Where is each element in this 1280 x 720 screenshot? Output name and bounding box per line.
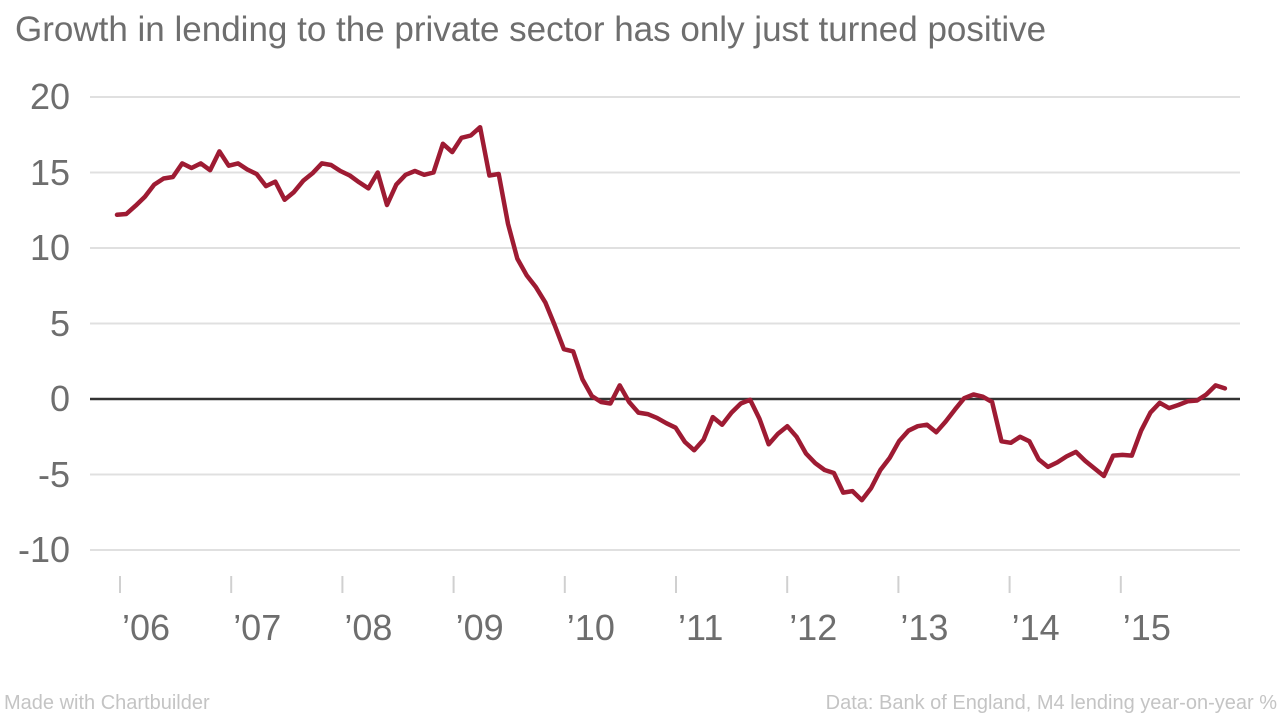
x-tick-label: ’14 — [1011, 607, 1060, 648]
chart-title: Growth in lending to the private sector … — [15, 10, 1047, 49]
x-tick-label: ’15 — [1122, 607, 1171, 648]
chart-footer: Made with Chartbuilder Data: Bank of Eng… — [0, 690, 1280, 716]
y-tick-label: 20 — [29, 76, 70, 117]
source-text: Data: Bank of England, M4 lending year-o… — [825, 692, 1277, 714]
y-tick-label: 10 — [29, 227, 70, 268]
x-tick-label: ’09 — [455, 607, 504, 648]
y-tick-label: 0 — [49, 378, 70, 419]
x-tick-label: ’06 — [122, 607, 171, 648]
y-tick-label: 15 — [29, 151, 70, 193]
data-line — [114, 124, 1228, 503]
x-tick-label: ’10 — [566, 607, 615, 648]
y-tick-label: -10 — [17, 529, 70, 570]
x-tick-label: ’07 — [233, 607, 282, 648]
x-tick-label: ’11 — [678, 607, 724, 648]
x-tick-label: ’13 — [900, 607, 949, 648]
y-tick-label: -5 — [37, 453, 70, 495]
x-tick-label: ’08 — [344, 607, 393, 648]
x-tick-label: ’12 — [789, 607, 838, 648]
credit-text: Made with Chartbuilder — [4, 692, 210, 714]
y-tick-label: 5 — [49, 302, 70, 344]
